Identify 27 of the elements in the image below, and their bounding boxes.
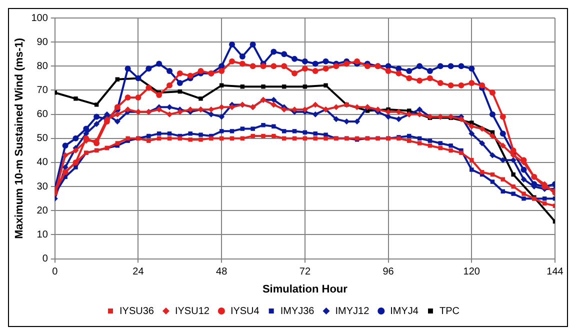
x-tick-label: 120: [463, 266, 480, 278]
legend-label: IYSU12: [174, 306, 210, 317]
y-axis-title: Maximum 10-m Sustained Wind (ms-1): [14, 38, 26, 239]
y-tick-label: 10: [36, 229, 48, 240]
x-tick-label: 72: [299, 266, 311, 278]
x-tick-label: 48: [216, 266, 228, 278]
y-tick-label: 100: [31, 12, 48, 24]
y-tick-label: 90: [36, 36, 48, 48]
x-tick-label: 144: [546, 266, 564, 278]
y-tick-label: 50: [36, 133, 48, 144]
legend-label: IMYJ12: [335, 306, 370, 317]
y-tick-label: 0: [42, 254, 48, 265]
x-tick-label: 96: [382, 266, 394, 278]
legend-label: IYSU4: [230, 306, 260, 317]
legend-label: TPC: [439, 306, 460, 317]
y-tick-label: 30: [36, 181, 48, 192]
x-tick-label: 24: [132, 266, 144, 278]
y-tick-label: 60: [36, 109, 48, 120]
legend-label: IYSU36: [120, 306, 154, 317]
y-tick-label: 80: [36, 60, 48, 72]
legend-label: IMYJ4: [390, 306, 419, 317]
x-axis-title: Simulation Hour: [262, 283, 348, 296]
y-tick-label: 70: [36, 84, 48, 96]
y-tick-label: 20: [36, 205, 48, 216]
legend-label: IMYJ36: [280, 306, 315, 317]
x-tick-label: 0: [52, 266, 58, 278]
y-tick-label: 40: [36, 157, 48, 168]
